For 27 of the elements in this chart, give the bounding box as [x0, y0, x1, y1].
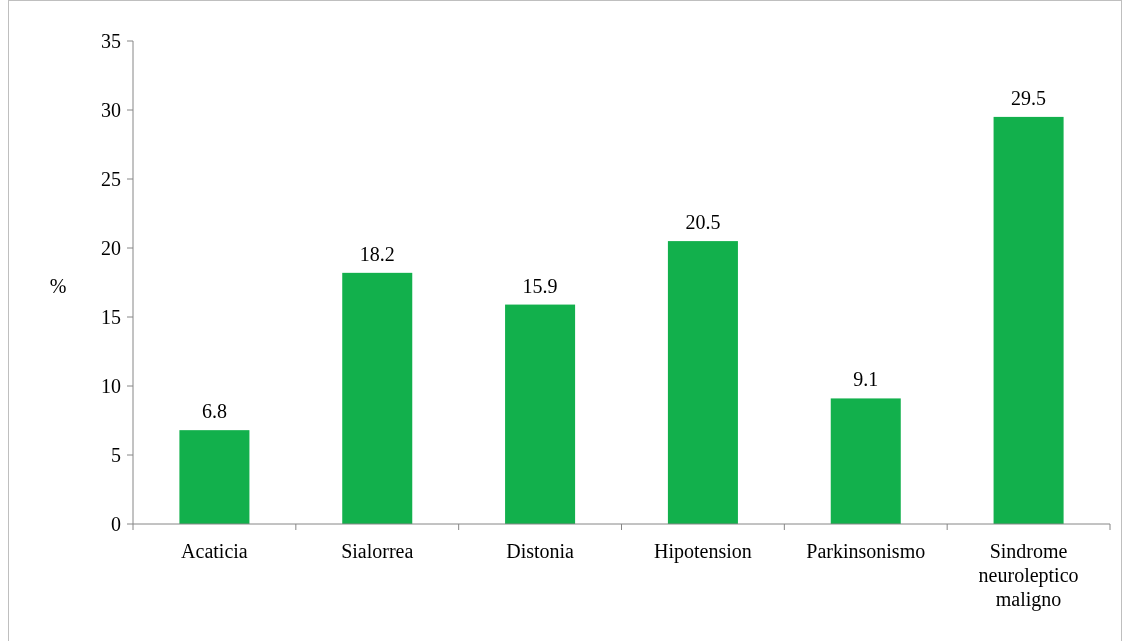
y-tick-label: 35 [101, 30, 121, 52]
bar [505, 304, 576, 524]
bar [993, 116, 1064, 524]
data-label: 20.5 [685, 211, 721, 234]
y-tick-label: 30 [101, 99, 121, 121]
bar [667, 241, 738, 524]
data-label: 6.8 [201, 400, 227, 423]
y-tick-label: 0 [111, 513, 121, 535]
x-tick-label: Sialorrea [341, 540, 414, 562]
data-label: 18.2 [359, 242, 395, 265]
bar [179, 430, 250, 524]
x-tick-label: Sindrome neuroleptico maligno [978, 540, 1079, 611]
data-label: 29.5 [1011, 86, 1047, 109]
data-label: 15.9 [522, 274, 558, 297]
y-tick-label: 25 [101, 168, 121, 190]
data-label: 9.1 [853, 368, 879, 391]
x-tick-label: Distonia [506, 540, 575, 562]
y-axis-title: % [49, 275, 67, 297]
x-tick-label: Parkinsonismo [806, 540, 926, 562]
y-tick-label: 15 [101, 306, 121, 328]
y-tick-label: 10 [101, 375, 121, 397]
x-tick-label: Hipotension [654, 540, 752, 563]
bar [830, 398, 901, 524]
x-tick-label: Acaticia [181, 540, 248, 562]
bar [342, 272, 413, 524]
y-tick-label: 20 [101, 237, 121, 259]
y-tick-label: 5 [111, 444, 121, 466]
